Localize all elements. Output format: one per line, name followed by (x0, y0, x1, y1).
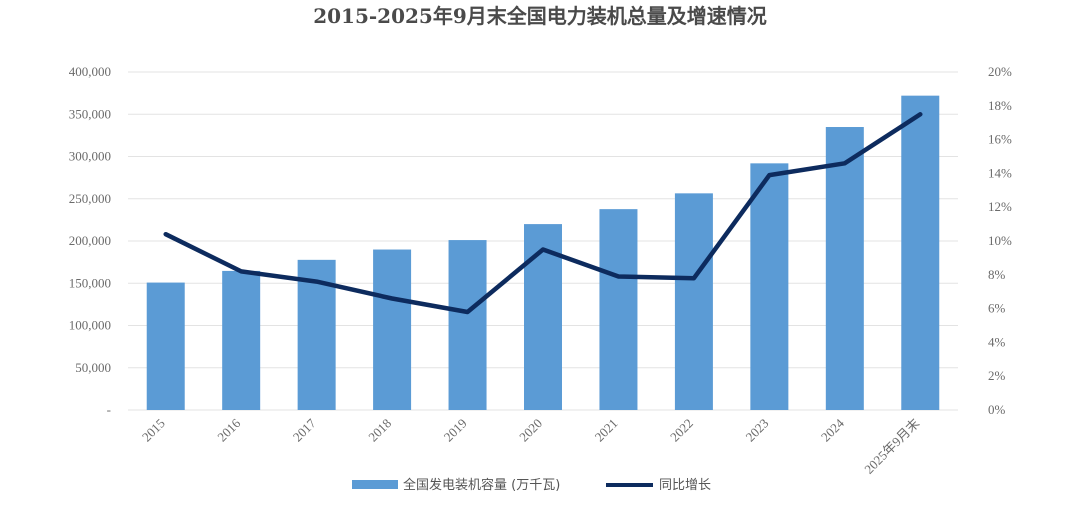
left-tick-label: 400,000 (69, 64, 111, 79)
left-tick-label: 350,000 (69, 106, 111, 121)
right-tick-label: 12% (988, 199, 1012, 214)
x-tick-label: 2017 (290, 415, 319, 444)
right-tick-label: 8% (988, 267, 1006, 282)
legend-bar-swatch (352, 480, 398, 489)
bar (750, 163, 789, 410)
x-tick-label: 2016 (214, 415, 243, 444)
legend-bar-label: 全国发电装机容量 (万千瓦) (403, 477, 560, 493)
x-tick-label: 2019 (441, 416, 470, 445)
right-tick-label: 6% (988, 301, 1006, 316)
left-y-axis: - 50,000 100,000 150,000 200,000 250,000 300,0… (69, 64, 111, 417)
right-tick-label: 16% (988, 132, 1012, 147)
right-tick-label: 10% (988, 233, 1012, 248)
x-tick-label: 2022 (667, 416, 696, 445)
right-tick-label: 2% (988, 368, 1006, 383)
left-tick-label: 150,000 (69, 275, 111, 290)
right-y-axis: 0% 2% 4% 6% 8% 10% 12% 14% 16% 18% 20% (988, 64, 1012, 417)
left-tick-label: 300,000 (69, 149, 111, 164)
left-tick-label: 250,000 (69, 191, 111, 206)
legend: 全国发电装机容量 (万千瓦) 同比增长 (352, 477, 711, 493)
x-tick-label: 2015 (139, 416, 168, 445)
x-tick-label: 2021 (592, 416, 621, 445)
growth-line (163, 112, 923, 315)
chart-title: 2015-2025年9月末全国电力装机总量及增速情况 (313, 4, 767, 28)
legend-line-label: 同比增长 (659, 478, 711, 493)
left-tick-label: - (107, 402, 111, 417)
left-tick-label: 100,000 (69, 318, 111, 333)
x-axis: 2015 2016 2017 2018 2019 2020 2021 2022 2023 2024… (139, 415, 923, 477)
line-series (163, 112, 923, 315)
right-tick-label: 14% (988, 165, 1012, 180)
left-tick-label: 50,000 (75, 360, 111, 375)
bar (674, 193, 713, 410)
bar (373, 249, 412, 410)
right-tick-label: 0% (988, 402, 1006, 417)
right-tick-label: 18% (988, 98, 1012, 113)
bar-series (146, 95, 940, 411)
right-tick-label: 20% (988, 64, 1012, 79)
x-tick-label: 2023 (742, 416, 771, 445)
x-tick-label: 2020 (516, 416, 545, 445)
bar (599, 209, 638, 410)
bar (222, 270, 261, 410)
bar (146, 282, 185, 410)
bar (901, 95, 940, 410)
bar (825, 127, 864, 411)
x-tick-label: 2024 (818, 415, 847, 444)
right-tick-label: 4% (988, 334, 1006, 349)
left-tick-label: 200,000 (69, 233, 111, 248)
x-tick-label: 2025年9月末 (861, 416, 922, 477)
bar (448, 240, 487, 410)
x-tick-label: 2018 (365, 416, 394, 445)
